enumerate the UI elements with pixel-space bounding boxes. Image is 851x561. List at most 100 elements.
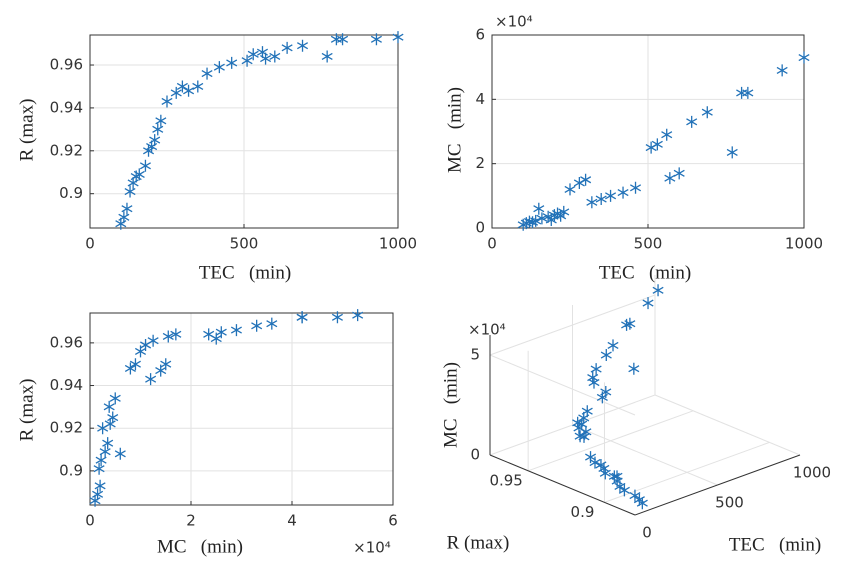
y-tick-label: 2	[475, 154, 485, 172]
data-point	[192, 80, 204, 93]
data-point	[331, 311, 343, 324]
data-point	[742, 86, 754, 99]
data-point	[103, 400, 115, 413]
data-point	[652, 284, 664, 297]
data-point	[661, 128, 673, 141]
data-point	[230, 324, 242, 337]
data-point	[281, 41, 293, 54]
data-point	[686, 115, 698, 128]
grid-line	[489, 354, 636, 416]
data-point	[352, 309, 364, 322]
y-tick-label: 0	[475, 219, 485, 237]
y-tick-label: 0.95	[489, 471, 522, 489]
x-tick-label: 0	[85, 235, 95, 253]
data-point	[664, 172, 676, 185]
data-point	[155, 114, 167, 127]
y-tick-label: 0.92	[50, 419, 83, 437]
data-point	[581, 405, 593, 418]
data-point	[629, 181, 642, 194]
x-tick-label: 0	[85, 512, 95, 530]
data-point	[133, 168, 145, 181]
data-point	[147, 334, 159, 347]
x-axis-label: TEC (min)	[599, 262, 691, 283]
data-point	[247, 48, 259, 61]
data-point	[607, 339, 619, 352]
x-axis-label: TEC (min)	[729, 534, 821, 555]
grid-line	[489, 394, 656, 456]
data-point	[608, 470, 620, 483]
data-point	[605, 189, 617, 202]
data-point	[241, 54, 253, 67]
grid-line	[489, 294, 656, 356]
y-tick-label: 0.9	[571, 503, 595, 521]
data-point	[776, 64, 788, 77]
data-point	[370, 33, 382, 46]
x-tick-label: 1000	[785, 235, 823, 253]
data-point	[92, 488, 104, 501]
x-tick-label: 1000	[379, 235, 417, 253]
data-point	[215, 326, 227, 339]
data-point	[296, 39, 309, 52]
data-point	[629, 489, 641, 502]
data-point	[114, 447, 126, 460]
data-point	[798, 51, 810, 64]
y-tick-label: 0.94	[50, 376, 83, 394]
data-point	[589, 456, 601, 469]
data-point	[213, 61, 225, 74]
data-point	[260, 52, 272, 65]
data-point	[337, 33, 349, 46]
data-point	[94, 479, 106, 492]
x-tick-label: 500	[715, 494, 744, 512]
z-tick-label: 5	[470, 346, 480, 364]
data-point	[226, 56, 238, 69]
axes-box	[491, 34, 805, 229]
y-tick-label: 6	[475, 26, 485, 44]
data-point	[251, 319, 263, 332]
data-point	[296, 311, 308, 324]
data-point	[651, 138, 663, 151]
x-axis-label: MC (min)	[157, 536, 243, 557]
data-point	[104, 417, 116, 430]
axis-multiplier: ×10⁴	[495, 13, 533, 31]
data-point	[118, 211, 130, 224]
data-point	[642, 297, 654, 310]
axes-box	[89, 34, 399, 229]
data-point	[109, 392, 121, 405]
data-point	[595, 193, 607, 206]
x-tick-label: 500	[230, 235, 259, 253]
data-point	[701, 106, 713, 119]
data-point	[673, 167, 685, 180]
data-point	[536, 212, 548, 225]
y-tick-label: 4	[475, 90, 485, 108]
data-point	[617, 186, 629, 199]
axis-multiplier: ×10⁴	[468, 321, 506, 339]
data-point	[624, 317, 636, 330]
y-axis-label: R (max)	[16, 379, 37, 442]
data-point	[162, 330, 174, 343]
data-point	[633, 493, 645, 506]
data-point	[595, 458, 607, 471]
axis-line	[634, 454, 801, 516]
x-tick-label: 4	[287, 512, 297, 530]
y-tick-label: 0.9	[59, 461, 83, 479]
data-point	[321, 50, 333, 63]
x-tick-label: 0	[487, 235, 497, 253]
data-point	[611, 475, 623, 488]
x-axis-label: TEC (min)	[199, 262, 291, 283]
x-tick-label: 1000	[793, 464, 831, 482]
grid-line	[604, 441, 770, 503]
data-point	[600, 385, 612, 398]
data-point	[736, 86, 748, 99]
z-tick-label: 0	[470, 446, 480, 464]
data-point	[576, 418, 588, 431]
data-point	[266, 317, 278, 330]
y-tick-label: 0.9	[59, 184, 83, 202]
y-axis-label: R (max)	[447, 532, 510, 553]
data-point	[600, 349, 612, 362]
data-point	[726, 146, 738, 159]
data-point	[139, 159, 151, 172]
x-tick-label: 2	[186, 512, 196, 530]
data-point	[201, 67, 213, 80]
y-tick-label: 0.94	[50, 98, 83, 116]
